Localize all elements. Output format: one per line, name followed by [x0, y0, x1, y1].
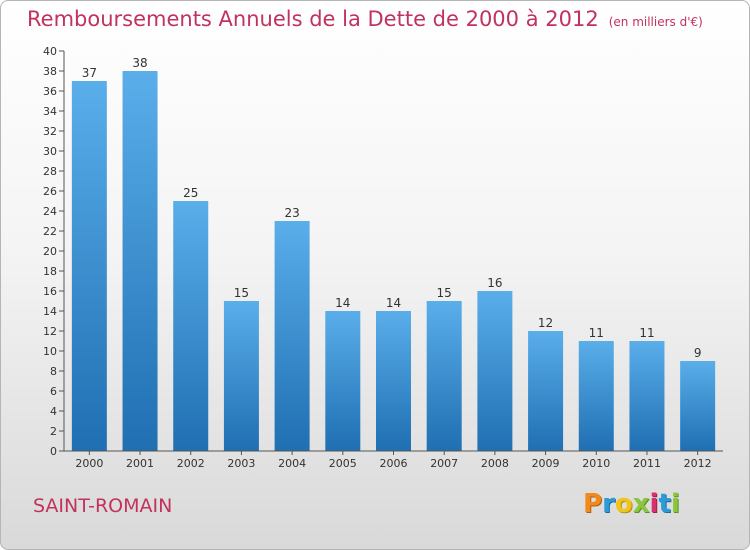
x-axis: 2000 2001 2002 2003 2004 2005 2006 2007 2008 2009… — [64, 450, 723, 470]
y-tick-label: 38 — [43, 65, 57, 78]
chart-title-block: Remboursements Annuels de la Dette de 20… — [27, 7, 703, 31]
data-label: 15 — [437, 286, 452, 300]
y-tick-label: 22 — [43, 225, 57, 238]
y-tick-label: 6 — [50, 385, 57, 398]
data-label: 12 — [538, 316, 553, 330]
y-tick-label: 4 — [50, 405, 57, 418]
y-tick-label: 34 — [43, 105, 57, 118]
y-tick-label: 30 — [43, 145, 57, 158]
y-tick-label: 36 — [43, 85, 57, 98]
bar-2005 — [325, 311, 361, 451]
logo-letter: t — [658, 489, 671, 519]
y-tick-label: 12 — [43, 325, 57, 338]
y-tick-label: 26 — [43, 185, 57, 198]
bar-2000 — [71, 81, 107, 451]
y-tick-label: 0 — [50, 445, 57, 458]
y-tick-label: 18 — [43, 265, 57, 278]
data-label: 38 — [132, 56, 147, 70]
chart-title: Remboursements Annuels de la Dette de 20… — [27, 7, 599, 31]
data-label: 16 — [487, 276, 502, 290]
logo-letter: o — [614, 489, 633, 519]
y-tick-label: 32 — [43, 125, 57, 138]
y-tick-label: 8 — [50, 365, 57, 378]
data-label: 23 — [284, 206, 299, 220]
bar-2002 — [173, 201, 209, 451]
x-tick-label: 2005 — [329, 457, 357, 470]
bar-2008 — [477, 291, 513, 451]
data-label: 37 — [82, 66, 97, 80]
bar-2009 — [528, 331, 564, 451]
bar-2004 — [274, 221, 310, 451]
data-label: 15 — [234, 286, 249, 300]
logo-letter: i — [670, 489, 680, 519]
data-label: 9 — [694, 346, 702, 360]
bar-2006 — [376, 311, 411, 451]
data-label: 25 — [183, 186, 198, 200]
logo-letter: P — [583, 489, 603, 519]
x-tick-label: 2011 — [633, 457, 661, 470]
bar-2010 — [578, 341, 614, 451]
y-tick-label: 14 — [43, 305, 57, 318]
data-label: 11 — [639, 326, 654, 340]
y-tick-label: 24 — [43, 205, 57, 218]
data-label: 14 — [335, 296, 350, 310]
data-label: 14 — [386, 296, 401, 310]
bar-2012 — [680, 361, 716, 451]
y-tick-label: 16 — [43, 285, 57, 298]
x-tick-label: 2006 — [380, 457, 408, 470]
unit-note: (en milliers d'€) — [608, 15, 703, 29]
bar-2003 — [223, 301, 259, 451]
logo-letter: r — [602, 489, 615, 519]
x-tick-label: 2003 — [227, 457, 255, 470]
logo-letter: x — [632, 489, 650, 519]
y-tick-label: 20 — [43, 245, 57, 258]
town-name: SAINT-ROMAIN — [33, 495, 173, 517]
x-tick-label: 2009 — [532, 457, 560, 470]
y-tick-label: 28 — [43, 165, 57, 178]
x-tick-label: 2004 — [278, 457, 306, 470]
x-tick-label: 2002 — [177, 457, 205, 470]
x-tick-label: 2001 — [126, 457, 154, 470]
x-tick-label: 2008 — [481, 457, 509, 470]
x-tick-label: 2000 — [75, 457, 103, 470]
bar-2007 — [426, 301, 462, 451]
y-tick-label: 10 — [43, 345, 57, 358]
x-tick-label: 2010 — [582, 457, 610, 470]
y-tick-label: 40 — [43, 45, 57, 58]
data-label: 11 — [589, 326, 604, 340]
bar-2011 — [629, 341, 665, 451]
bars-group: 37 38 25 15 23 14 14 15 16 12 11 11 9 — [71, 56, 716, 451]
bar-2001 — [122, 71, 158, 451]
x-tick-label: 2007 — [430, 457, 458, 470]
logo-letter: i — [649, 489, 659, 519]
x-tick-label: 2012 — [684, 457, 712, 470]
y-tick-label: 2 — [50, 425, 57, 438]
proxiti-logo: Proxiti — [583, 489, 680, 519]
